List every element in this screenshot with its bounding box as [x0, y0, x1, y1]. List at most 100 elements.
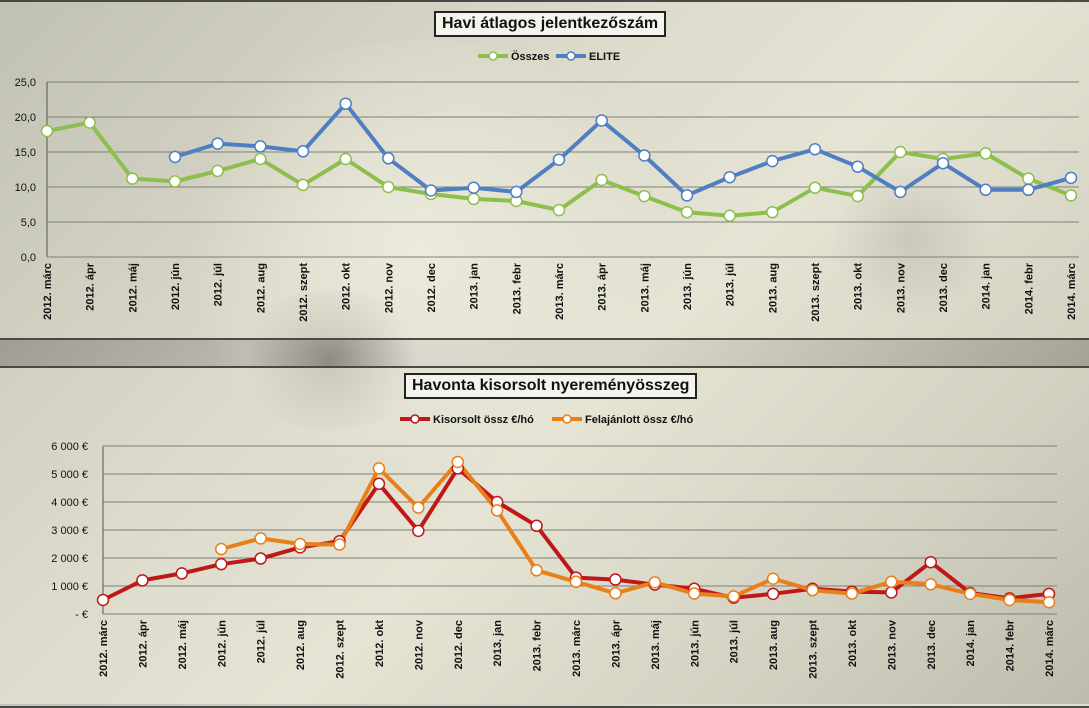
data-point: [885, 586, 898, 599]
data-point: [808, 181, 822, 194]
data-point: [979, 147, 992, 160]
data-point: [372, 477, 386, 491]
data-point: [215, 557, 228, 571]
data-point: [885, 575, 898, 589]
y-tick-label: - €: [75, 609, 88, 621]
data-point: [680, 205, 694, 219]
x-tick-label: 2012. jún: [170, 263, 182, 310]
data-point: [211, 137, 224, 150]
x-tick-label: 2014. febr: [1023, 262, 1035, 314]
legend-label: ELITE: [589, 51, 620, 63]
data-point: [293, 537, 307, 551]
x-tick-label: 2012. nov: [383, 262, 395, 313]
legend-marker: [562, 414, 572, 424]
data-point: [1022, 172, 1035, 185]
x-tick-label: 2013. febr: [532, 619, 544, 671]
x-tick-label: 2013. nov: [886, 619, 898, 670]
data-point: [254, 152, 267, 166]
data-point: [83, 116, 96, 129]
data-point: [806, 583, 819, 597]
data-point: [339, 152, 352, 166]
data-point: [766, 572, 780, 585]
data-point: [894, 185, 907, 199]
x-tick-label: 2013. dec: [926, 620, 938, 670]
chart-title: Havonta kisorsolt nyereményösszeg: [404, 373, 698, 399]
x-tick-label: 2013. júl: [725, 263, 737, 306]
x-tick-label: 2012. márc: [98, 620, 110, 677]
data-point: [1064, 189, 1078, 202]
data-point: [467, 192, 480, 206]
y-tick-label: 10,0: [15, 182, 36, 194]
data-point: [296, 145, 310, 158]
data-point: [40, 124, 54, 138]
data-point: [680, 189, 694, 202]
data-point: [372, 462, 386, 475]
data-point: [766, 154, 779, 168]
x-tick-label: 2012. ápr: [85, 262, 97, 310]
data-point: [963, 587, 977, 601]
chart-panel-applicants: [0, 0, 1089, 340]
series-line: [220, 460, 1050, 605]
x-tick-label: 2014. márc: [1066, 263, 1078, 320]
x-tick-label: 2013. júl: [729, 620, 741, 663]
series-line: [174, 101, 1072, 198]
data-point: [211, 164, 224, 178]
x-tick-label: 2013. márc: [571, 620, 583, 677]
y-tick-label: 6 000 €: [51, 441, 88, 453]
y-tick-label: 2 000 €: [51, 553, 88, 565]
data-point: [851, 160, 864, 173]
x-tick-label: 2013. dec: [938, 263, 950, 313]
data-point: [924, 555, 937, 569]
x-tick-label: 2014. jan: [981, 263, 993, 310]
data-point: [333, 538, 346, 551]
data-point: [924, 578, 937, 591]
data-point: [530, 519, 543, 533]
x-tick-label: 2012. máj: [127, 263, 139, 313]
x-tick-label: 2012. aug: [295, 620, 307, 670]
data-point: [1064, 171, 1078, 185]
x-tick-label: 2013. márc: [554, 263, 566, 320]
data-point: [254, 532, 267, 545]
x-tick-label: 2012. okt: [374, 620, 386, 667]
legend-marker: [566, 51, 576, 61]
data-point: [412, 524, 425, 538]
data-point: [1042, 595, 1056, 609]
series-line: [46, 120, 1072, 218]
legend-label: Összes: [511, 50, 550, 63]
x-tick-label: 2013. okt: [853, 263, 865, 310]
data-point: [530, 564, 543, 577]
y-tick-label: 0,0: [21, 252, 36, 264]
data-point: [382, 152, 395, 165]
data-point: [254, 140, 267, 153]
y-tick-label: 4 000 €: [51, 497, 88, 509]
legend-label: Kisorsolt össz €/hó: [433, 414, 534, 426]
data-point: [382, 180, 395, 194]
data-point: [688, 587, 701, 600]
x-tick-label: 2013. jún: [689, 620, 701, 667]
data-point: [936, 156, 950, 170]
data-point: [851, 189, 864, 203]
x-tick-label: 2013. máj: [639, 263, 651, 313]
data-point: [845, 587, 859, 600]
chart-title: Havi átlagos jelentkezőszám: [434, 11, 667, 37]
data-point: [638, 189, 651, 203]
x-tick-label: 2013. jan: [469, 263, 481, 310]
x-tick-label: 2013. nov: [895, 262, 907, 313]
x-tick-label: 2013. máj: [650, 620, 662, 670]
data-point: [490, 504, 504, 517]
legend-label: Felajánlott össz €/hó: [585, 414, 693, 426]
data-point: [168, 175, 182, 188]
data-point: [894, 145, 907, 159]
x-tick-label: 2013. aug: [767, 263, 779, 313]
x-tick-label: 2012. aug: [255, 263, 267, 313]
x-tick-label: 2012. júl: [213, 263, 225, 306]
y-tick-label: 3 000 €: [51, 525, 88, 537]
y-tick-label: 25,0: [15, 77, 36, 89]
data-point: [136, 574, 149, 587]
x-tick-label: 2014. márc: [1044, 620, 1056, 677]
x-tick-label: 2013. jan: [492, 620, 504, 667]
x-tick-label: 2012. dec: [426, 263, 438, 313]
x-tick-label: 2013. febr: [511, 262, 523, 314]
y-tick-label: 5,0: [21, 217, 36, 229]
x-tick-label: 2012. júl: [256, 620, 268, 663]
